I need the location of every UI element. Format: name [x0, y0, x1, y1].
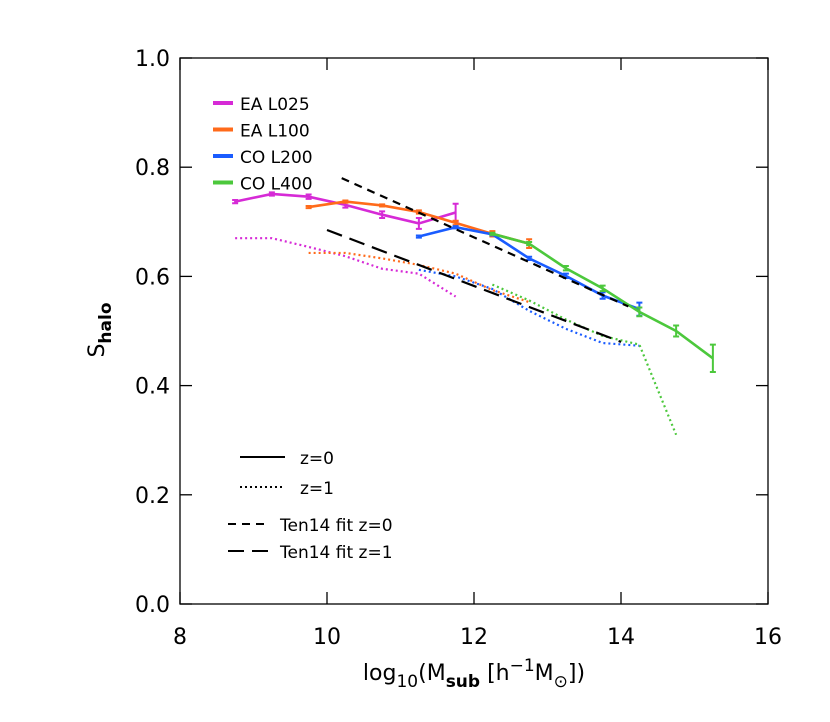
- error-bar: [673, 324, 680, 338]
- y-tick-label: 0.0: [135, 593, 170, 618]
- error-bar: [415, 216, 422, 230]
- series-line: [491, 283, 678, 436]
- series-line: [341, 177, 629, 308]
- legend-label: Ten14 fit z=1: [279, 543, 393, 563]
- series-line: [235, 237, 457, 298]
- x-label-part: M: [535, 661, 554, 686]
- y-tick-label: 0.2: [135, 484, 170, 509]
- series-line: [326, 228, 622, 343]
- error-bar: [709, 343, 716, 373]
- legend-label: CO L200: [240, 148, 313, 168]
- error-bar: [379, 210, 386, 219]
- legend-label: CO L400: [240, 175, 313, 195]
- error-bar: [452, 225, 459, 230]
- x-tick-label: 12: [460, 625, 488, 650]
- error-bar: [305, 204, 312, 210]
- series-line: [234, 192, 456, 225]
- y-label-main: S: [85, 344, 110, 358]
- x-label-part: log: [363, 661, 397, 686]
- y-axis-label: Shalo: [85, 302, 116, 357]
- legend-label: EA L100: [240, 122, 310, 142]
- error-bar: [489, 231, 496, 236]
- y-tick-label: 0.6: [135, 265, 170, 290]
- error-bar: [452, 219, 459, 227]
- x-label-part: [h: [480, 661, 510, 686]
- error-bar: [415, 234, 422, 239]
- x-tick-label: 8: [173, 625, 187, 650]
- error-bar: [305, 193, 312, 200]
- x-tick-label: 10: [313, 625, 341, 650]
- error-bar: [562, 265, 569, 272]
- x-label-part: ]): [568, 661, 585, 686]
- error-bar: [268, 191, 275, 197]
- error-bar: [636, 306, 643, 318]
- error-bar: [379, 203, 386, 208]
- y-tick-label: 0.8: [135, 156, 170, 181]
- y-tick-label: 1.0: [135, 47, 170, 72]
- x-label-part: sub: [446, 672, 480, 692]
- error-bar: [526, 241, 533, 247]
- legend-label: z=1: [300, 479, 334, 499]
- x-label-part: ⊙: [554, 672, 568, 692]
- error-bar: [232, 198, 239, 205]
- error-bar: [599, 284, 606, 293]
- legend-label: Ten14 fit z=0: [279, 516, 393, 536]
- error-bar: [342, 199, 349, 204]
- x-label-part: −1: [510, 656, 535, 676]
- x-label-part: (M: [418, 661, 446, 686]
- x-label-part: 10: [396, 672, 418, 692]
- x-tick-label: 14: [607, 625, 635, 650]
- legend-label: z=0: [300, 449, 334, 469]
- x-axis-label: log10(Msub [h−1M⊙]): [363, 656, 585, 692]
- y-label-sub: halo: [96, 302, 116, 343]
- y-tick-label: 0.4: [135, 375, 170, 400]
- x-tick-label: 16: [754, 625, 782, 650]
- legend-label: EA L025: [240, 95, 310, 115]
